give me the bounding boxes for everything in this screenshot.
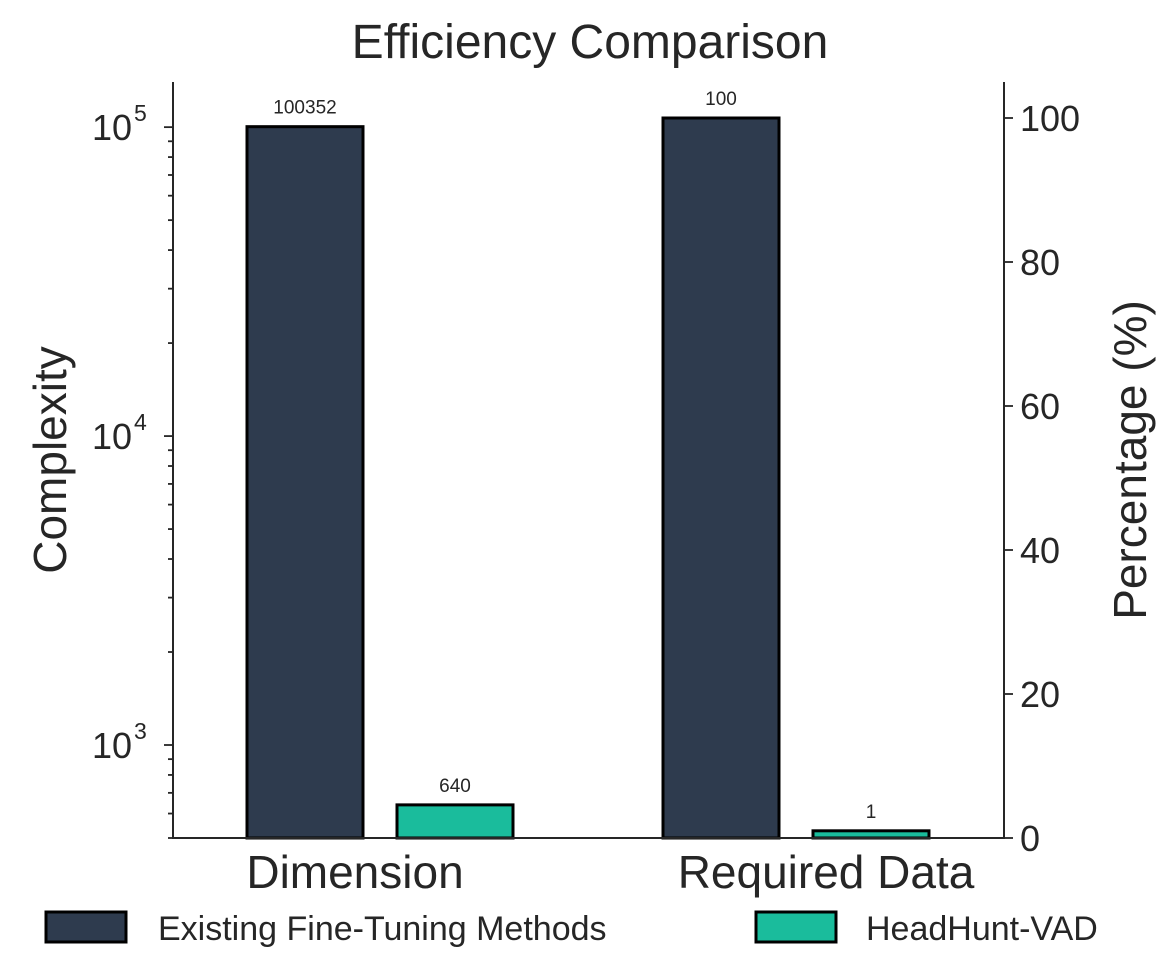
right-tick-label: 0	[1020, 818, 1040, 859]
legend-label: HeadHunt-VAD	[866, 910, 1098, 948]
bar-data-label: 640	[439, 776, 471, 797]
right-tick-label: 20	[1020, 674, 1060, 715]
category-labels: Dimension Required Data	[246, 846, 974, 898]
left-tick-label: 10	[92, 725, 132, 766]
left-tick-exponent: 3	[134, 718, 147, 744]
right-tick-label: 60	[1020, 386, 1060, 427]
category-label: Required Data	[678, 846, 975, 898]
left-axis-label: Complexity	[24, 346, 76, 574]
legend-label: Existing Fine-Tuning Methods	[158, 910, 607, 948]
left-tick-label: 10	[92, 107, 132, 148]
legend-swatch	[754, 910, 838, 944]
bar-existing-methods-dimension	[245, 125, 365, 840]
bar-headhunt-vad-required-data	[811, 829, 931, 840]
bar-data-label: 1	[866, 802, 877, 823]
bar-headhunt-vad-dimension	[395, 803, 515, 840]
right-tick-label: 40	[1020, 530, 1060, 571]
category-label: Dimension	[246, 846, 463, 898]
bar-data-label: 100	[705, 89, 737, 110]
left-tick-label: 10	[92, 416, 132, 457]
chart-title: Efficiency Comparison	[352, 16, 829, 69]
right-tick-label: 80	[1020, 242, 1060, 283]
bar-existing-methods-required-data	[661, 116, 781, 840]
left-tick-exponent: 5	[134, 100, 147, 126]
left-tick-exponent: 4	[134, 409, 147, 435]
right-axis-label: Percentage (%)	[1104, 300, 1156, 620]
right-tick-label: 100	[1020, 98, 1080, 139]
right-axis-ticks: 0 20 40 60 80 100	[1004, 98, 1080, 859]
bars	[245, 116, 931, 840]
legend-swatch	[44, 910, 128, 944]
legend: Existing Fine-Tuning Methods HeadHunt-VAD	[44, 910, 1098, 948]
bar-data-labels: 100352 640 100 1	[273, 89, 876, 823]
bar-data-label: 100352	[273, 98, 336, 119]
